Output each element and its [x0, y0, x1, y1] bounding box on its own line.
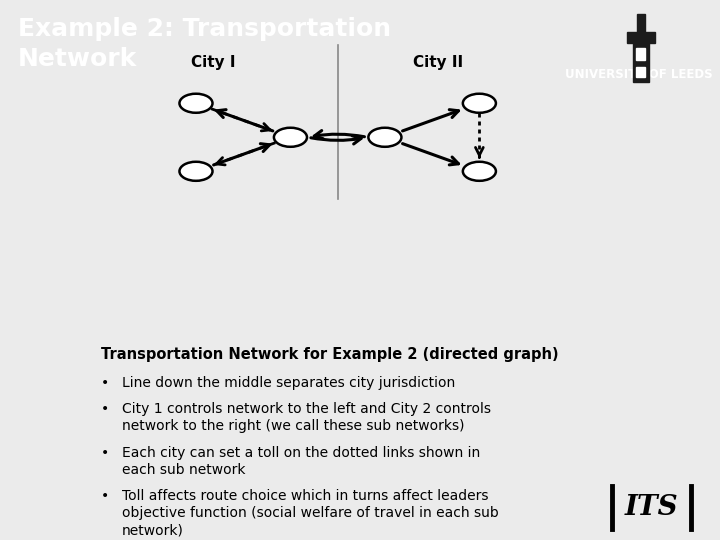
- Text: Transportation Network for Example 2 (directed graph): Transportation Network for Example 2 (di…: [101, 348, 559, 362]
- Text: •: •: [101, 489, 109, 503]
- Circle shape: [463, 94, 496, 113]
- Text: City I: City I: [192, 55, 236, 70]
- Circle shape: [274, 128, 307, 147]
- Text: network to the right (we call these sub networks): network to the right (we call these sub …: [122, 419, 464, 433]
- Text: Example 2: Transportation
Network: Example 2: Transportation Network: [18, 17, 391, 71]
- Bar: [637, 14, 644, 32]
- Text: Line down the middle separates city jurisdiction: Line down the middle separates city juri…: [122, 376, 455, 390]
- Bar: [636, 66, 645, 77]
- Text: Each city can set a toll on the dotted links shown in: Each city can set a toll on the dotted l…: [122, 446, 480, 460]
- Text: •: •: [101, 446, 109, 460]
- Circle shape: [179, 94, 212, 113]
- Text: City 1 controls network to the left and City 2 controls: City 1 controls network to the left and …: [122, 402, 490, 416]
- Text: City II: City II: [413, 55, 463, 70]
- Text: objective function (social welfare of travel in each sub: objective function (social welfare of tr…: [122, 507, 498, 520]
- Bar: [636, 48, 645, 60]
- Text: each sub network: each sub network: [122, 463, 245, 477]
- Text: •: •: [101, 402, 109, 416]
- Text: network): network): [122, 523, 184, 537]
- Circle shape: [179, 162, 212, 181]
- Bar: [626, 32, 655, 43]
- Circle shape: [369, 128, 402, 147]
- Text: UNIVERSITY OF LEEDS: UNIVERSITY OF LEEDS: [565, 69, 713, 82]
- Circle shape: [463, 162, 496, 181]
- Text: Toll affects route choice which in turns affect leaders: Toll affects route choice which in turns…: [122, 489, 488, 503]
- Bar: [633, 36, 649, 83]
- Text: •: •: [101, 376, 109, 390]
- Text: ITS: ITS: [625, 494, 678, 521]
